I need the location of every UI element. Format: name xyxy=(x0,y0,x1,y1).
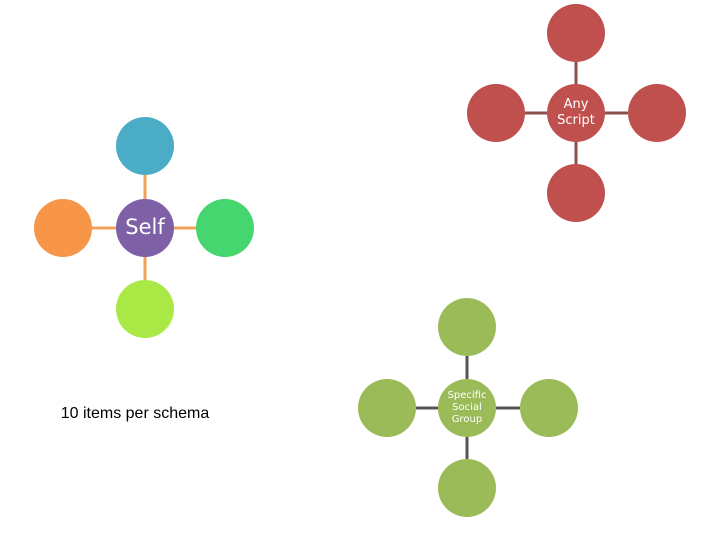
connectors xyxy=(525,62,628,164)
node xyxy=(438,459,496,517)
caption: 10 items per schema xyxy=(60,405,210,422)
center-node xyxy=(547,84,605,142)
connectors xyxy=(92,175,196,280)
self-cluster xyxy=(34,117,254,338)
node-label: Any Script xyxy=(557,97,595,128)
node xyxy=(438,298,496,356)
node xyxy=(547,164,605,222)
node xyxy=(547,4,605,62)
node xyxy=(628,84,686,142)
node xyxy=(116,280,174,338)
script-cluster xyxy=(467,4,686,222)
node xyxy=(467,84,525,142)
node xyxy=(34,199,92,257)
group-cluster xyxy=(358,298,578,517)
node xyxy=(358,379,416,437)
center-node xyxy=(116,199,174,257)
node-label: Specific Social Group xyxy=(447,390,487,425)
node xyxy=(116,117,174,175)
center-node xyxy=(438,379,496,437)
connectors xyxy=(416,356,520,459)
node xyxy=(196,199,254,257)
node xyxy=(520,379,578,437)
node-label: Self xyxy=(125,215,165,240)
